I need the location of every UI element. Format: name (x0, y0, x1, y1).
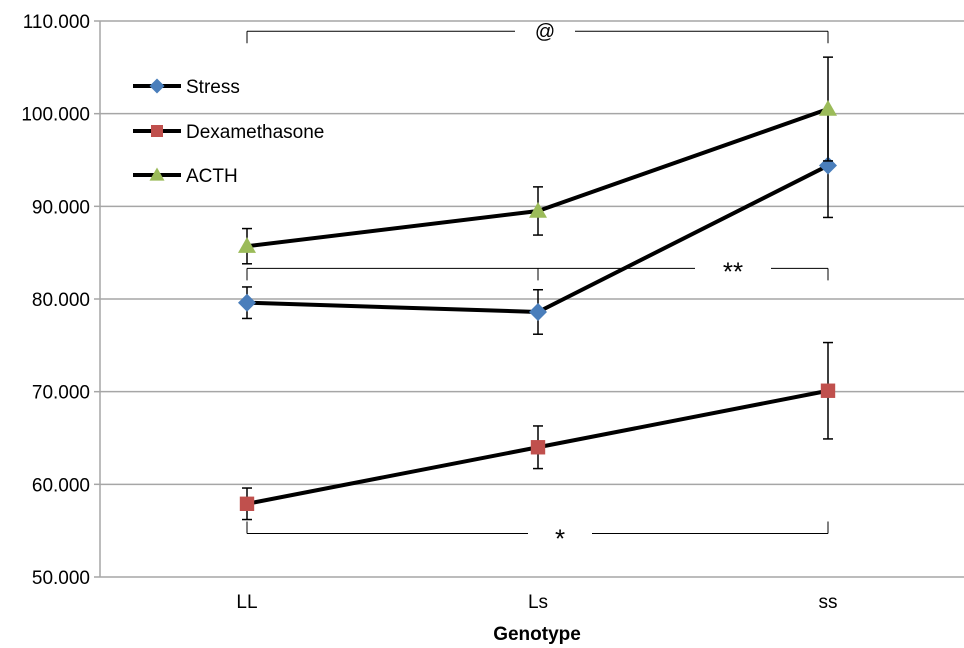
series-dexamethasone (239, 341, 836, 521)
marker-square (239, 496, 255, 511)
series-lines (238, 56, 837, 521)
x-tick-label: ss (819, 592, 838, 613)
y-tick-label: 110.000 (23, 12, 90, 33)
x-axis-label: Genotype (493, 624, 581, 645)
y-tick-label: 90.000 (32, 197, 90, 218)
legend: Stress Dexamethasone ACTH (133, 77, 324, 187)
legend-label: ACTH (186, 166, 238, 187)
y-tick-label: 50.000 (32, 568, 90, 589)
x-axis-ticks: LL Ls ss (236, 592, 837, 613)
marker-diamond (149, 78, 165, 94)
legend-item: ACTH (133, 166, 238, 187)
significance-brackets: @*** (246, 21, 829, 553)
marker-triangle (819, 100, 837, 116)
y-tick-label: 100.000 (21, 105, 90, 126)
series-acth (238, 56, 837, 265)
legend-label: Dexamethasone (186, 122, 324, 143)
legend-item: Stress (133, 77, 240, 98)
marker-square (820, 383, 836, 398)
marker-triangle (149, 167, 165, 181)
significance-label: ** (723, 256, 743, 286)
x-tick-label: Ls (528, 592, 548, 613)
marker-triangle (529, 201, 547, 218)
marker-diamond (529, 302, 547, 321)
y-tick-label: 70.000 (32, 383, 90, 404)
legend-item: Dexamethasone (133, 122, 324, 143)
y-axis-ticks: 50.000 60.000 70.000 80.000 90.000 100.000 110… (21, 12, 90, 589)
significance-label: * (555, 523, 565, 553)
legend-label: Stress (186, 77, 240, 98)
marker-square (530, 440, 546, 455)
significance-label: @ (535, 21, 555, 43)
y-tick-label: 60.000 (32, 475, 90, 496)
significance-bracket: * (246, 521, 829, 553)
marker-diamond (238, 293, 256, 312)
grid-lines (94, 20, 964, 578)
significance-bracket: @ (246, 21, 829, 44)
marker-square (151, 125, 163, 137)
series-stress (238, 112, 837, 335)
x-tick-label: LL (236, 592, 257, 613)
marker-triangle (238, 237, 256, 253)
y-tick-label: 80.000 (32, 290, 90, 311)
